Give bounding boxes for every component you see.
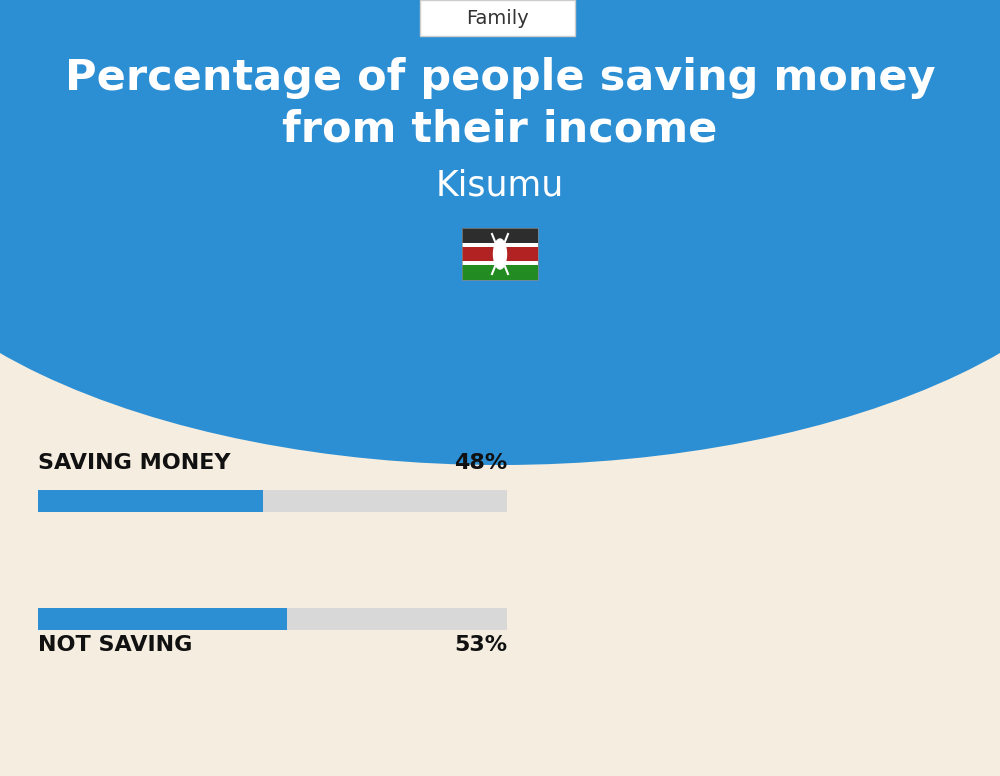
Text: Kisumu: Kisumu bbox=[436, 168, 564, 202]
Text: Percentage of people saving money: Percentage of people saving money bbox=[65, 57, 935, 99]
Bar bbox=[462, 262, 538, 280]
Bar bbox=[462, 245, 538, 262]
Ellipse shape bbox=[0, 0, 1000, 465]
Text: 53%: 53% bbox=[454, 635, 507, 655]
Bar bbox=[38, 490, 507, 512]
Bar bbox=[462, 261, 538, 265]
Text: Family: Family bbox=[466, 9, 529, 27]
Bar bbox=[462, 244, 538, 248]
Bar bbox=[38, 490, 263, 512]
Bar bbox=[38, 608, 507, 630]
Bar bbox=[38, 608, 287, 630]
Text: 48%: 48% bbox=[454, 453, 507, 473]
Text: SAVING MONEY: SAVING MONEY bbox=[38, 453, 230, 473]
Bar bbox=[462, 228, 538, 245]
Text: from their income: from their income bbox=[282, 109, 718, 151]
Bar bbox=[462, 228, 538, 280]
Text: NOT SAVING: NOT SAVING bbox=[38, 635, 192, 655]
Ellipse shape bbox=[494, 239, 507, 269]
FancyBboxPatch shape bbox=[420, 0, 575, 36]
